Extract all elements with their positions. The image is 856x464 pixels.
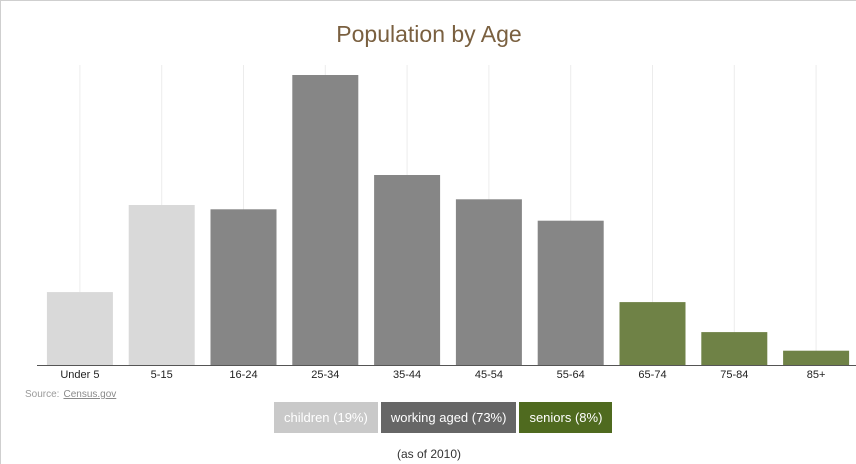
bar-25-34[interactable]	[292, 75, 359, 365]
source-line: Source: Census.gov	[25, 389, 116, 400]
legend-item-seniors[interactable]: seniors (8%)	[519, 402, 613, 433]
bar-under-5[interactable]	[46, 292, 113, 365]
x-tick-label: 65-74	[638, 369, 666, 381]
source-link[interactable]: Census.gov	[63, 389, 117, 400]
chart-title: Population by Age	[336, 21, 522, 47]
x-tick-label: Under 5	[60, 369, 99, 381]
bar-85plus[interactable]	[783, 350, 850, 365]
bar-35-44[interactable]	[374, 175, 441, 365]
legend: children (19%) working aged (73%) senior…	[274, 402, 613, 433]
bar-45-54[interactable]	[455, 199, 522, 365]
bar-65-74[interactable]	[619, 302, 686, 365]
bar-75-84[interactable]	[701, 332, 768, 365]
x-tick-label: 25-34	[311, 369, 339, 381]
bar-16-24[interactable]	[210, 209, 277, 365]
bar-5-15[interactable]	[128, 205, 195, 365]
x-tick-label: 75-84	[720, 369, 748, 381]
x-tick-label: 5-15	[151, 369, 173, 381]
x-tick-label: 55-64	[557, 369, 585, 381]
x-tick-label: 16-24	[229, 369, 257, 381]
x-tick-label: 45-54	[475, 369, 503, 381]
bar-55-64[interactable]	[537, 220, 604, 365]
legend-item-children[interactable]: children (19%)	[274, 402, 378, 433]
source-label: Source:	[25, 389, 60, 400]
date-note: (as of 2010)	[396, 447, 462, 461]
x-tick-label: 35-44	[393, 369, 421, 381]
legend-item-working-aged[interactable]: working aged (73%)	[380, 402, 517, 433]
x-tick-label: 85+	[807, 369, 826, 381]
bar-chart: Under 5 5-15 16-24 25-34 35-44 45-54 55-64 65-7…	[37, 65, 856, 381]
